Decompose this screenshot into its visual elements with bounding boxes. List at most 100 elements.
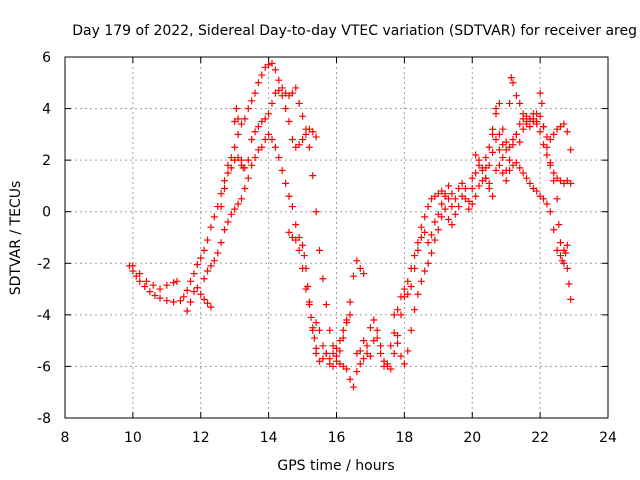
data-point <box>200 275 208 283</box>
data-point <box>556 239 564 247</box>
data-point <box>333 357 340 365</box>
data-point <box>349 272 357 280</box>
data-point <box>183 307 191 315</box>
data-point <box>516 120 524 128</box>
data-point <box>299 241 307 249</box>
data-point <box>156 294 164 302</box>
data-point <box>414 246 422 254</box>
data-point <box>261 136 269 144</box>
data-point <box>400 285 408 293</box>
data-point <box>424 259 432 267</box>
data-point <box>353 257 361 265</box>
data-point <box>383 360 391 368</box>
data-point <box>170 279 178 287</box>
data-point <box>482 174 490 182</box>
x-tick-label: 12 <box>192 430 210 446</box>
data-point <box>271 66 279 74</box>
data-point <box>428 231 436 239</box>
data-point <box>441 192 449 200</box>
x-tick-label: 10 <box>124 430 142 446</box>
data-point <box>404 277 412 285</box>
data-point <box>299 136 307 144</box>
data-point <box>204 267 212 275</box>
data-point <box>210 257 218 265</box>
data-point <box>529 110 537 118</box>
data-point <box>390 329 398 337</box>
data-point <box>492 136 500 144</box>
chart-title: Day 179 of 2022, Sidereal Day-to-day VTE… <box>72 23 637 39</box>
data-point <box>400 360 408 368</box>
data-point <box>292 84 300 92</box>
data-point <box>346 375 354 383</box>
data-point <box>254 123 262 131</box>
data-point <box>339 326 347 334</box>
data-point <box>543 151 551 159</box>
data-point <box>360 355 368 363</box>
data-point <box>299 264 307 272</box>
data-point <box>227 210 235 218</box>
data-point <box>421 267 429 275</box>
data-point <box>343 319 351 327</box>
data-point <box>428 249 436 257</box>
data-point <box>444 215 452 223</box>
data-point <box>251 154 259 162</box>
data-point <box>482 154 490 162</box>
data-point <box>550 177 558 185</box>
data-point <box>536 128 544 136</box>
data-point <box>550 169 558 177</box>
data-point <box>553 246 561 254</box>
data-point <box>516 99 524 107</box>
data-point <box>339 334 347 342</box>
data-point <box>190 270 198 278</box>
data-point <box>305 143 313 151</box>
data-point <box>217 203 225 211</box>
data-point <box>278 166 286 174</box>
data-point <box>292 236 300 244</box>
data-point <box>312 133 320 141</box>
data-point <box>265 61 273 69</box>
data-point <box>390 350 398 358</box>
data-point <box>507 74 515 82</box>
data-point <box>492 105 500 113</box>
data-point <box>322 301 330 309</box>
data-point <box>221 226 229 234</box>
data-point <box>309 326 317 334</box>
y-tick-label: 2 <box>42 153 51 169</box>
data-point <box>444 182 452 190</box>
data-point <box>170 298 178 306</box>
data-point <box>536 112 544 120</box>
data-point <box>282 179 290 187</box>
data-point <box>495 99 503 107</box>
data-point <box>417 223 425 231</box>
data-point <box>468 185 476 193</box>
data-point <box>567 295 575 303</box>
data-point <box>451 210 459 218</box>
data-point <box>519 169 527 177</box>
data-point <box>149 281 157 289</box>
data-point <box>390 311 398 319</box>
data-point <box>231 143 239 151</box>
data-point <box>295 99 303 107</box>
data-point <box>312 208 320 216</box>
data-point <box>373 334 381 342</box>
data-point <box>163 281 171 289</box>
data-point <box>241 185 249 193</box>
data-point <box>519 110 527 118</box>
data-point <box>129 262 137 270</box>
data-point <box>492 166 500 174</box>
data-point <box>251 89 259 97</box>
data-point <box>360 337 368 345</box>
data-point <box>495 146 503 154</box>
data-point <box>288 136 296 144</box>
data-point <box>197 290 205 298</box>
data-point <box>295 141 303 149</box>
data-point <box>506 99 514 107</box>
data-point <box>387 342 395 350</box>
data-point <box>278 92 286 100</box>
data-point <box>268 59 276 67</box>
x-tick-label: 22 <box>531 430 549 446</box>
data-point <box>231 205 239 213</box>
data-point <box>431 236 439 244</box>
data-point <box>441 205 449 213</box>
